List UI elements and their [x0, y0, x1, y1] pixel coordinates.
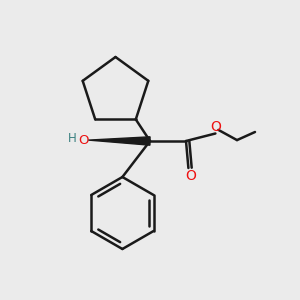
Text: O: O: [78, 134, 89, 147]
Text: H: H: [68, 132, 77, 146]
Text: O: O: [185, 169, 196, 183]
Polygon shape: [88, 137, 150, 145]
Text: O: O: [211, 120, 221, 134]
